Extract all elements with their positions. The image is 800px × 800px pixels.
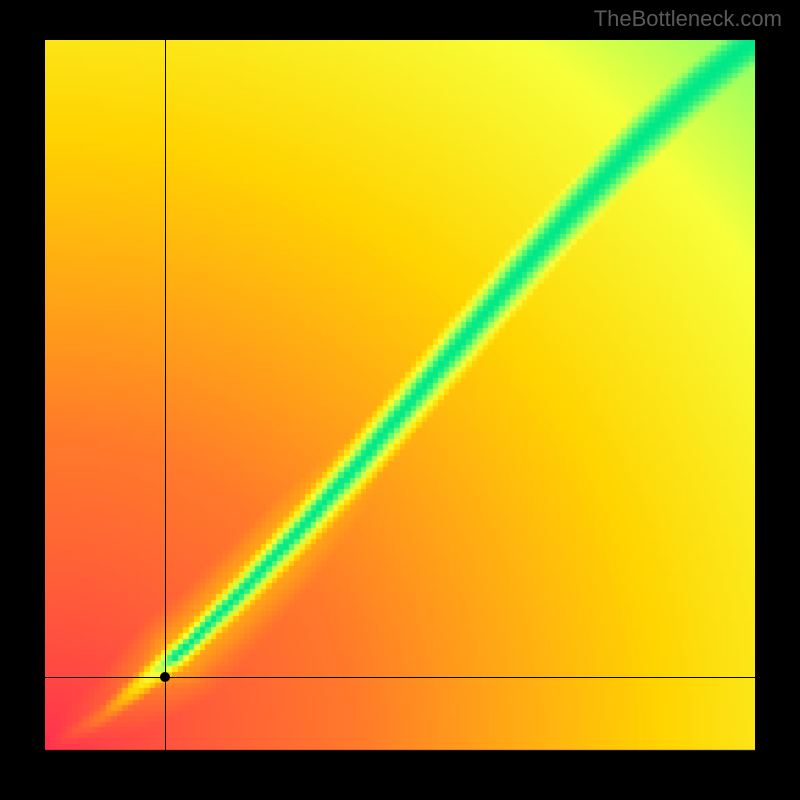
watermark-text: TheBottleneck.com (594, 6, 782, 32)
data-marker (160, 672, 170, 682)
heatmap-plot (45, 40, 755, 755)
heatmap-canvas (45, 40, 755, 755)
crosshair-horizontal (45, 677, 755, 678)
crosshair-vertical (165, 40, 166, 755)
